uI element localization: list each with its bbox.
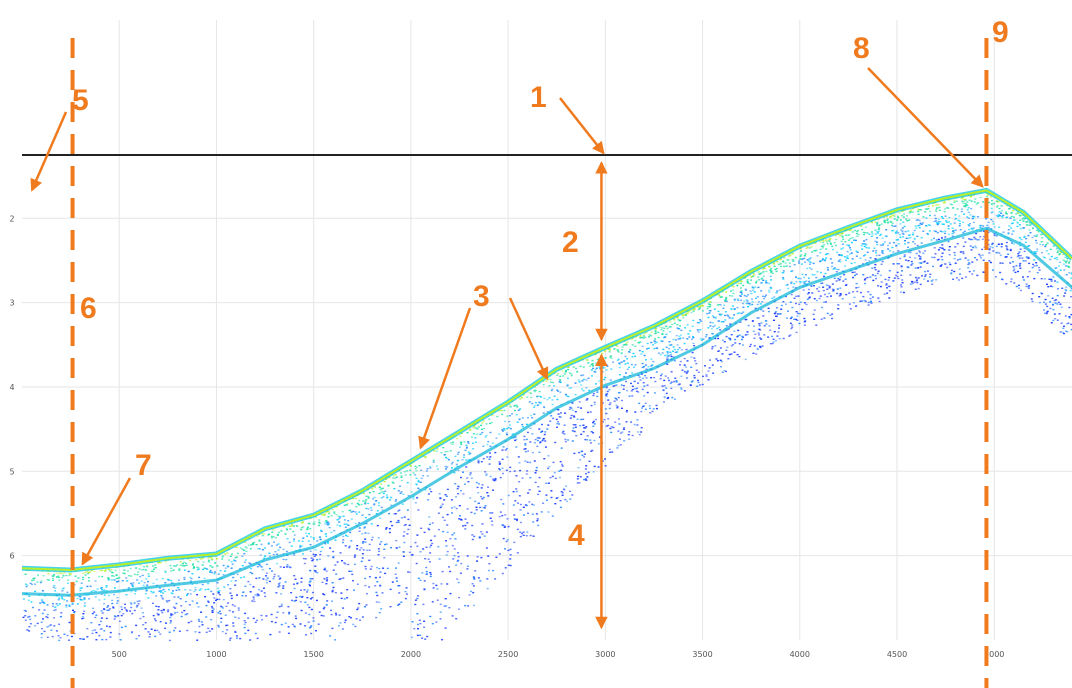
y-tick-label: 5 (9, 467, 14, 476)
grid-lines (22, 20, 1072, 640)
annotation-3-label: 3 (473, 280, 490, 313)
y-tick-label: 2 (9, 214, 14, 223)
x-tick-label: 2000 (401, 650, 421, 659)
annotations: 1 2 3 4 5 6 7 8 9 (30, 16, 1009, 688)
x-axis-tick-labels: 500 1000 1500 2000 2500 3000 3500 4000 4500 5000 (112, 650, 1005, 659)
x-tick-label: 4500 (887, 650, 907, 659)
x-tick-label: 4000 (790, 650, 810, 659)
y-axis-tick-labels: 2 3 4 5 6 (9, 214, 14, 560)
x-tick-label: 1500 (303, 650, 323, 659)
inner-layer-line (21, 226, 1072, 597)
annotation-7-label: 7 (135, 449, 152, 482)
surface-layers (21, 187, 1072, 597)
surface-layer-line (21, 189, 1072, 572)
annotation-7-arrow (81, 477, 132, 566)
x-tick-label: 500 (112, 650, 127, 659)
annotation-8-arrow (867, 67, 984, 188)
scan-speckle-points (22, 190, 1072, 642)
annotation-1-label: 1 (530, 81, 547, 114)
annotation-1-arrow (559, 97, 605, 155)
annotation-6-label: 6 (80, 292, 97, 325)
x-tick-label: 5000 (984, 650, 1004, 659)
annotation-4-label: 4 (568, 519, 585, 552)
x-tick-label: 2500 (498, 650, 518, 659)
x-tick-label: 1000 (206, 650, 226, 659)
x-tick-label: 3000 (595, 650, 615, 659)
annotation-2-label: 2 (562, 226, 579, 259)
annotation-8-label: 8 (853, 32, 870, 65)
annotation-9-label: 9 (992, 16, 1009, 49)
x-tick-label: 3500 (692, 650, 712, 659)
annotation-5-arrow (30, 111, 68, 192)
y-tick-label: 4 (9, 383, 14, 392)
annotation-3-arrow (508, 297, 549, 381)
annotation-3-arrow (418, 307, 472, 450)
y-tick-label: 3 (9, 299, 14, 308)
annotation-5-label: 5 (72, 84, 89, 117)
y-tick-label: 6 (9, 552, 14, 561)
